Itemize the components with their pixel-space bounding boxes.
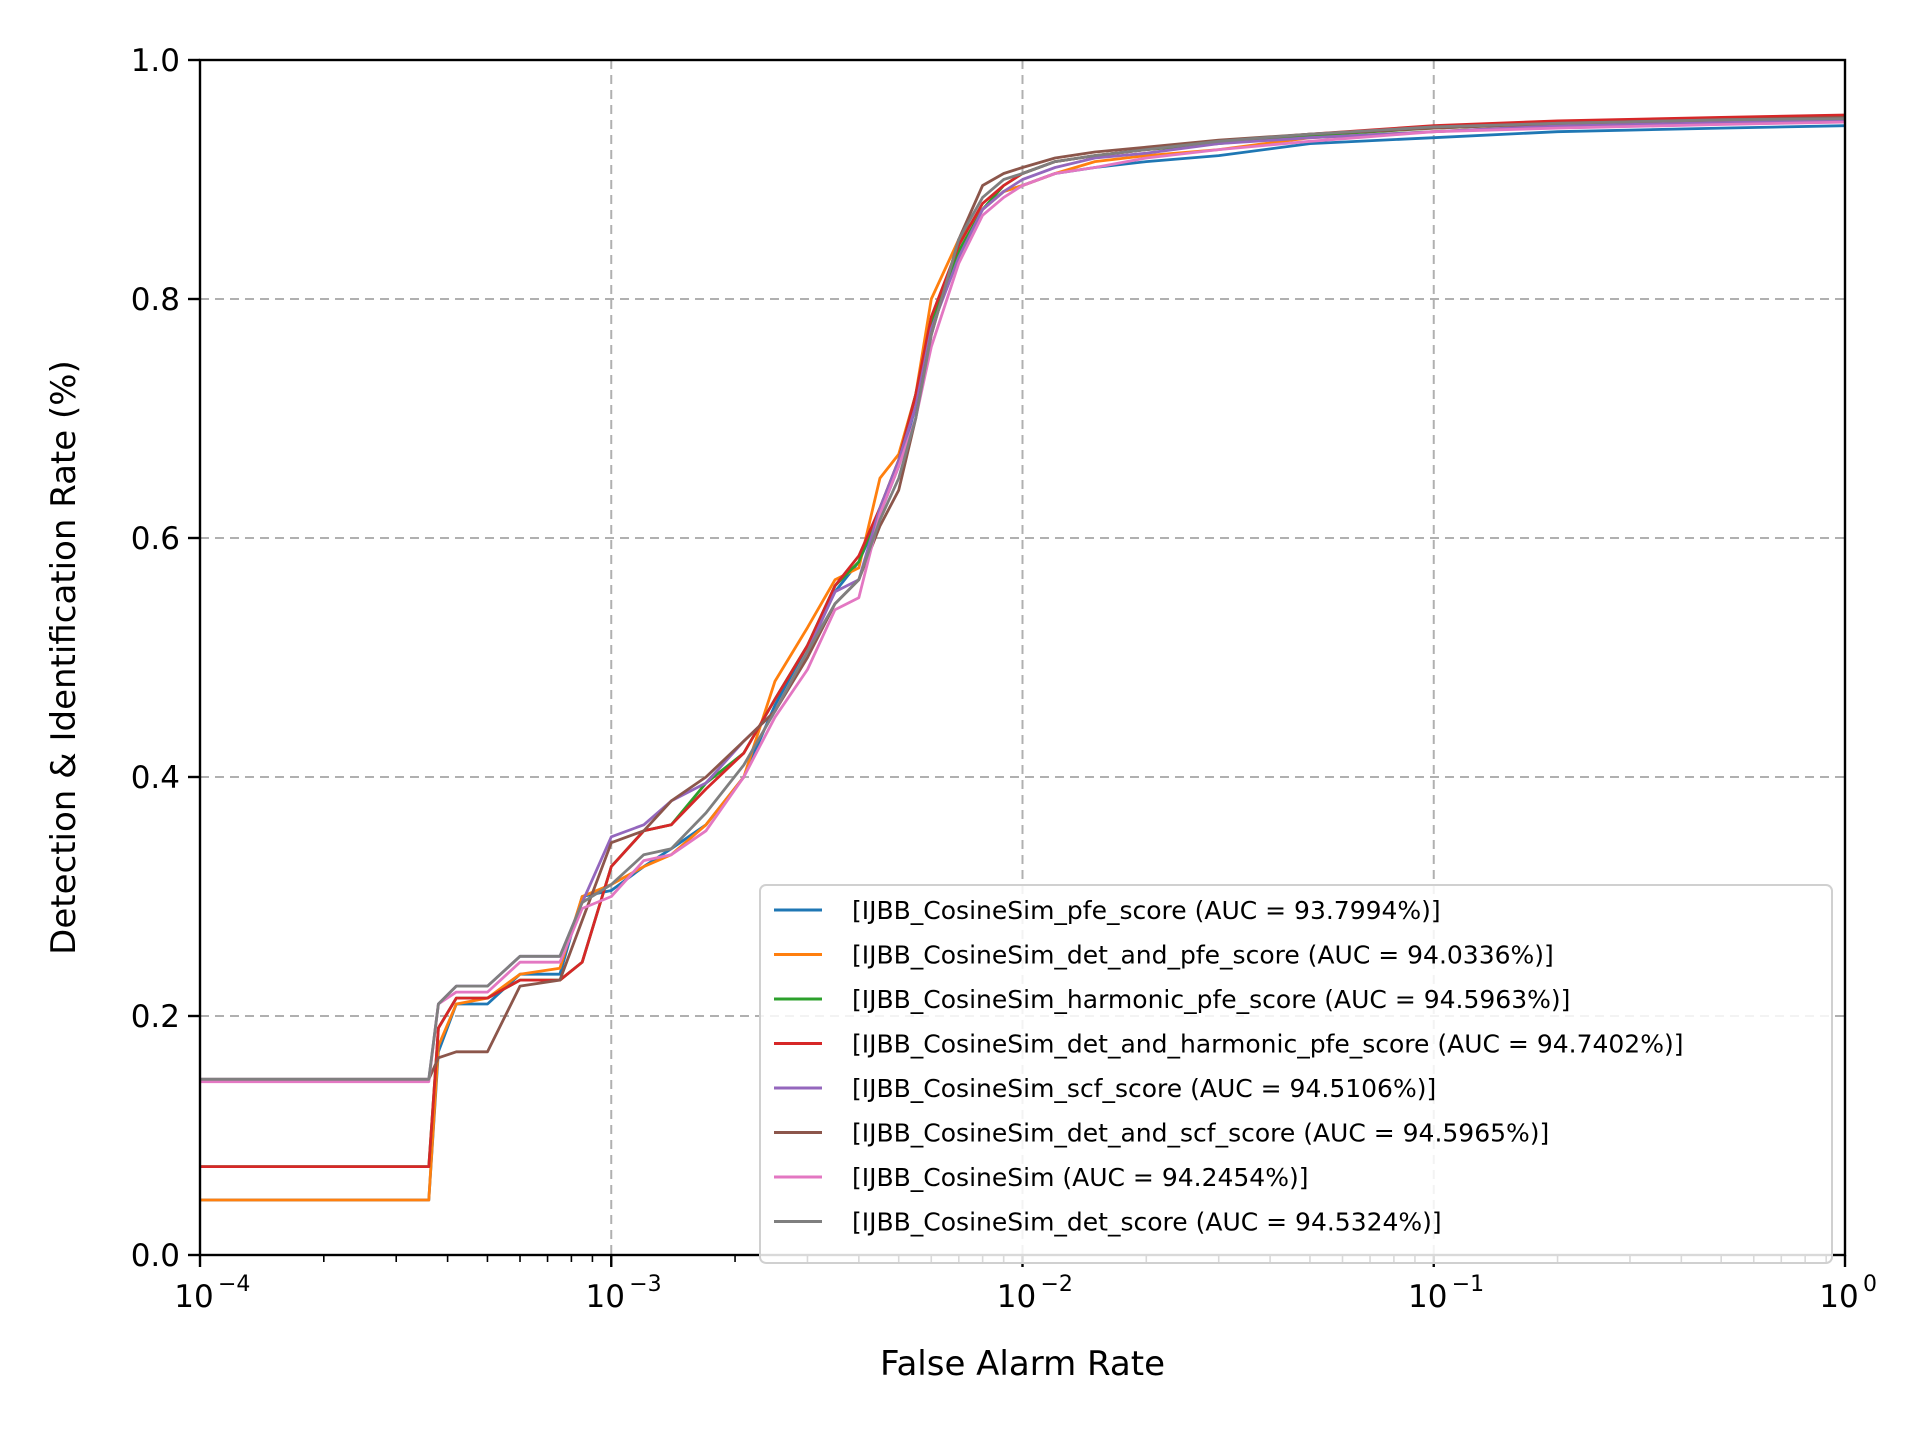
y-tick-label: 0.8 [131,282,180,318]
series-line-8 [200,117,1846,1081]
legend-entry: [IJBB_CosineSim (AUC = 94.2454%)] [774,1163,1308,1192]
y-tick-label: 0.4 [131,760,180,796]
x-tick-base: 10 [997,1279,1036,1315]
x-tick-exponent: −2 [1041,1272,1073,1297]
legend-entry: [IJBB_CosineSim_det_and_pfe_score (AUC =… [774,941,1554,970]
x-tick-exponent: −3 [629,1272,661,1297]
x-tick-label: 10 0 [1819,1272,1877,1315]
x-tick-label: 10 −1 [1408,1272,1484,1315]
x-axis-label: False Alarm Rate [880,1344,1165,1384]
legend-label: [IJBB_CosineSim_scf_score (AUC = 94.5106… [852,1074,1436,1103]
series-line-7 [200,120,1846,1084]
legend-entry: [IJBB_CosineSim_det_and_harmonic_pfe_sco… [774,1030,1683,1059]
x-tick-label: 10 −3 [586,1272,662,1315]
y-tick-label: 0.2 [131,999,180,1035]
legend-label: [IJBB_CosineSim_det_and_harmonic_pfe_sco… [852,1030,1683,1059]
legend-label: [IJBB_CosineSim (AUC = 94.2454%)] [852,1163,1308,1192]
x-tick-label: 10 −4 [174,1272,250,1315]
axis-ticks: 0.00.20.40.60.81.010 −4 10 −3 10 −2 10 −1 10 0 [131,43,1877,1315]
x-tick-label: 10 −2 [997,1272,1073,1315]
series-group [200,113,1846,1202]
x-tick-base: 10 [1819,1279,1858,1315]
legend-entry: [IJBB_CosineSim_det_score (AUC = 94.5324… [774,1208,1442,1237]
legend-label: [IJBB_CosineSim_det_and_scf_score (AUC =… [852,1119,1549,1148]
y-tick-label: 0.6 [131,521,180,557]
x-tick-base: 10 [174,1279,213,1315]
legend-entry: [IJBB_CosineSim_harmonic_pfe_score (AUC … [774,985,1570,1014]
x-tick-exponent: 0 [1863,1272,1877,1297]
x-tick-exponent: −1 [1452,1272,1484,1297]
legend-label: [IJBB_CosineSim_pfe_score (AUC = 93.7994… [852,896,1441,925]
legend-label: [IJBB_CosineSim_harmonic_pfe_score (AUC … [852,985,1570,1014]
x-tick-base: 10 [586,1279,625,1315]
legend-entry: [IJBB_CosineSim_det_and_scf_score (AUC =… [774,1119,1549,1148]
y-axis-label: Detection & Identification Rate (%) [44,360,84,955]
legend: [IJBB_CosineSim_pfe_score (AUC = 93.7994… [759,884,1833,1264]
legend-label: [IJBB_CosineSim_det_and_pfe_score (AUC =… [852,941,1554,970]
y-tick-label: 0.0 [131,1238,180,1274]
y-tick-label: 1.0 [131,43,180,79]
legend-box [759,884,1833,1264]
legend-entry: [IJBB_CosineSim_scf_score (AUC = 94.5106… [774,1074,1436,1103]
legend-entry: [IJBB_CosineSim_pfe_score (AUC = 93.7994… [774,896,1441,925]
x-tick-exponent: −4 [218,1272,250,1297]
x-tick-base: 10 [1408,1279,1447,1315]
legend-label: [IJBB_CosineSim_det_score (AUC = 94.5324… [852,1208,1442,1237]
